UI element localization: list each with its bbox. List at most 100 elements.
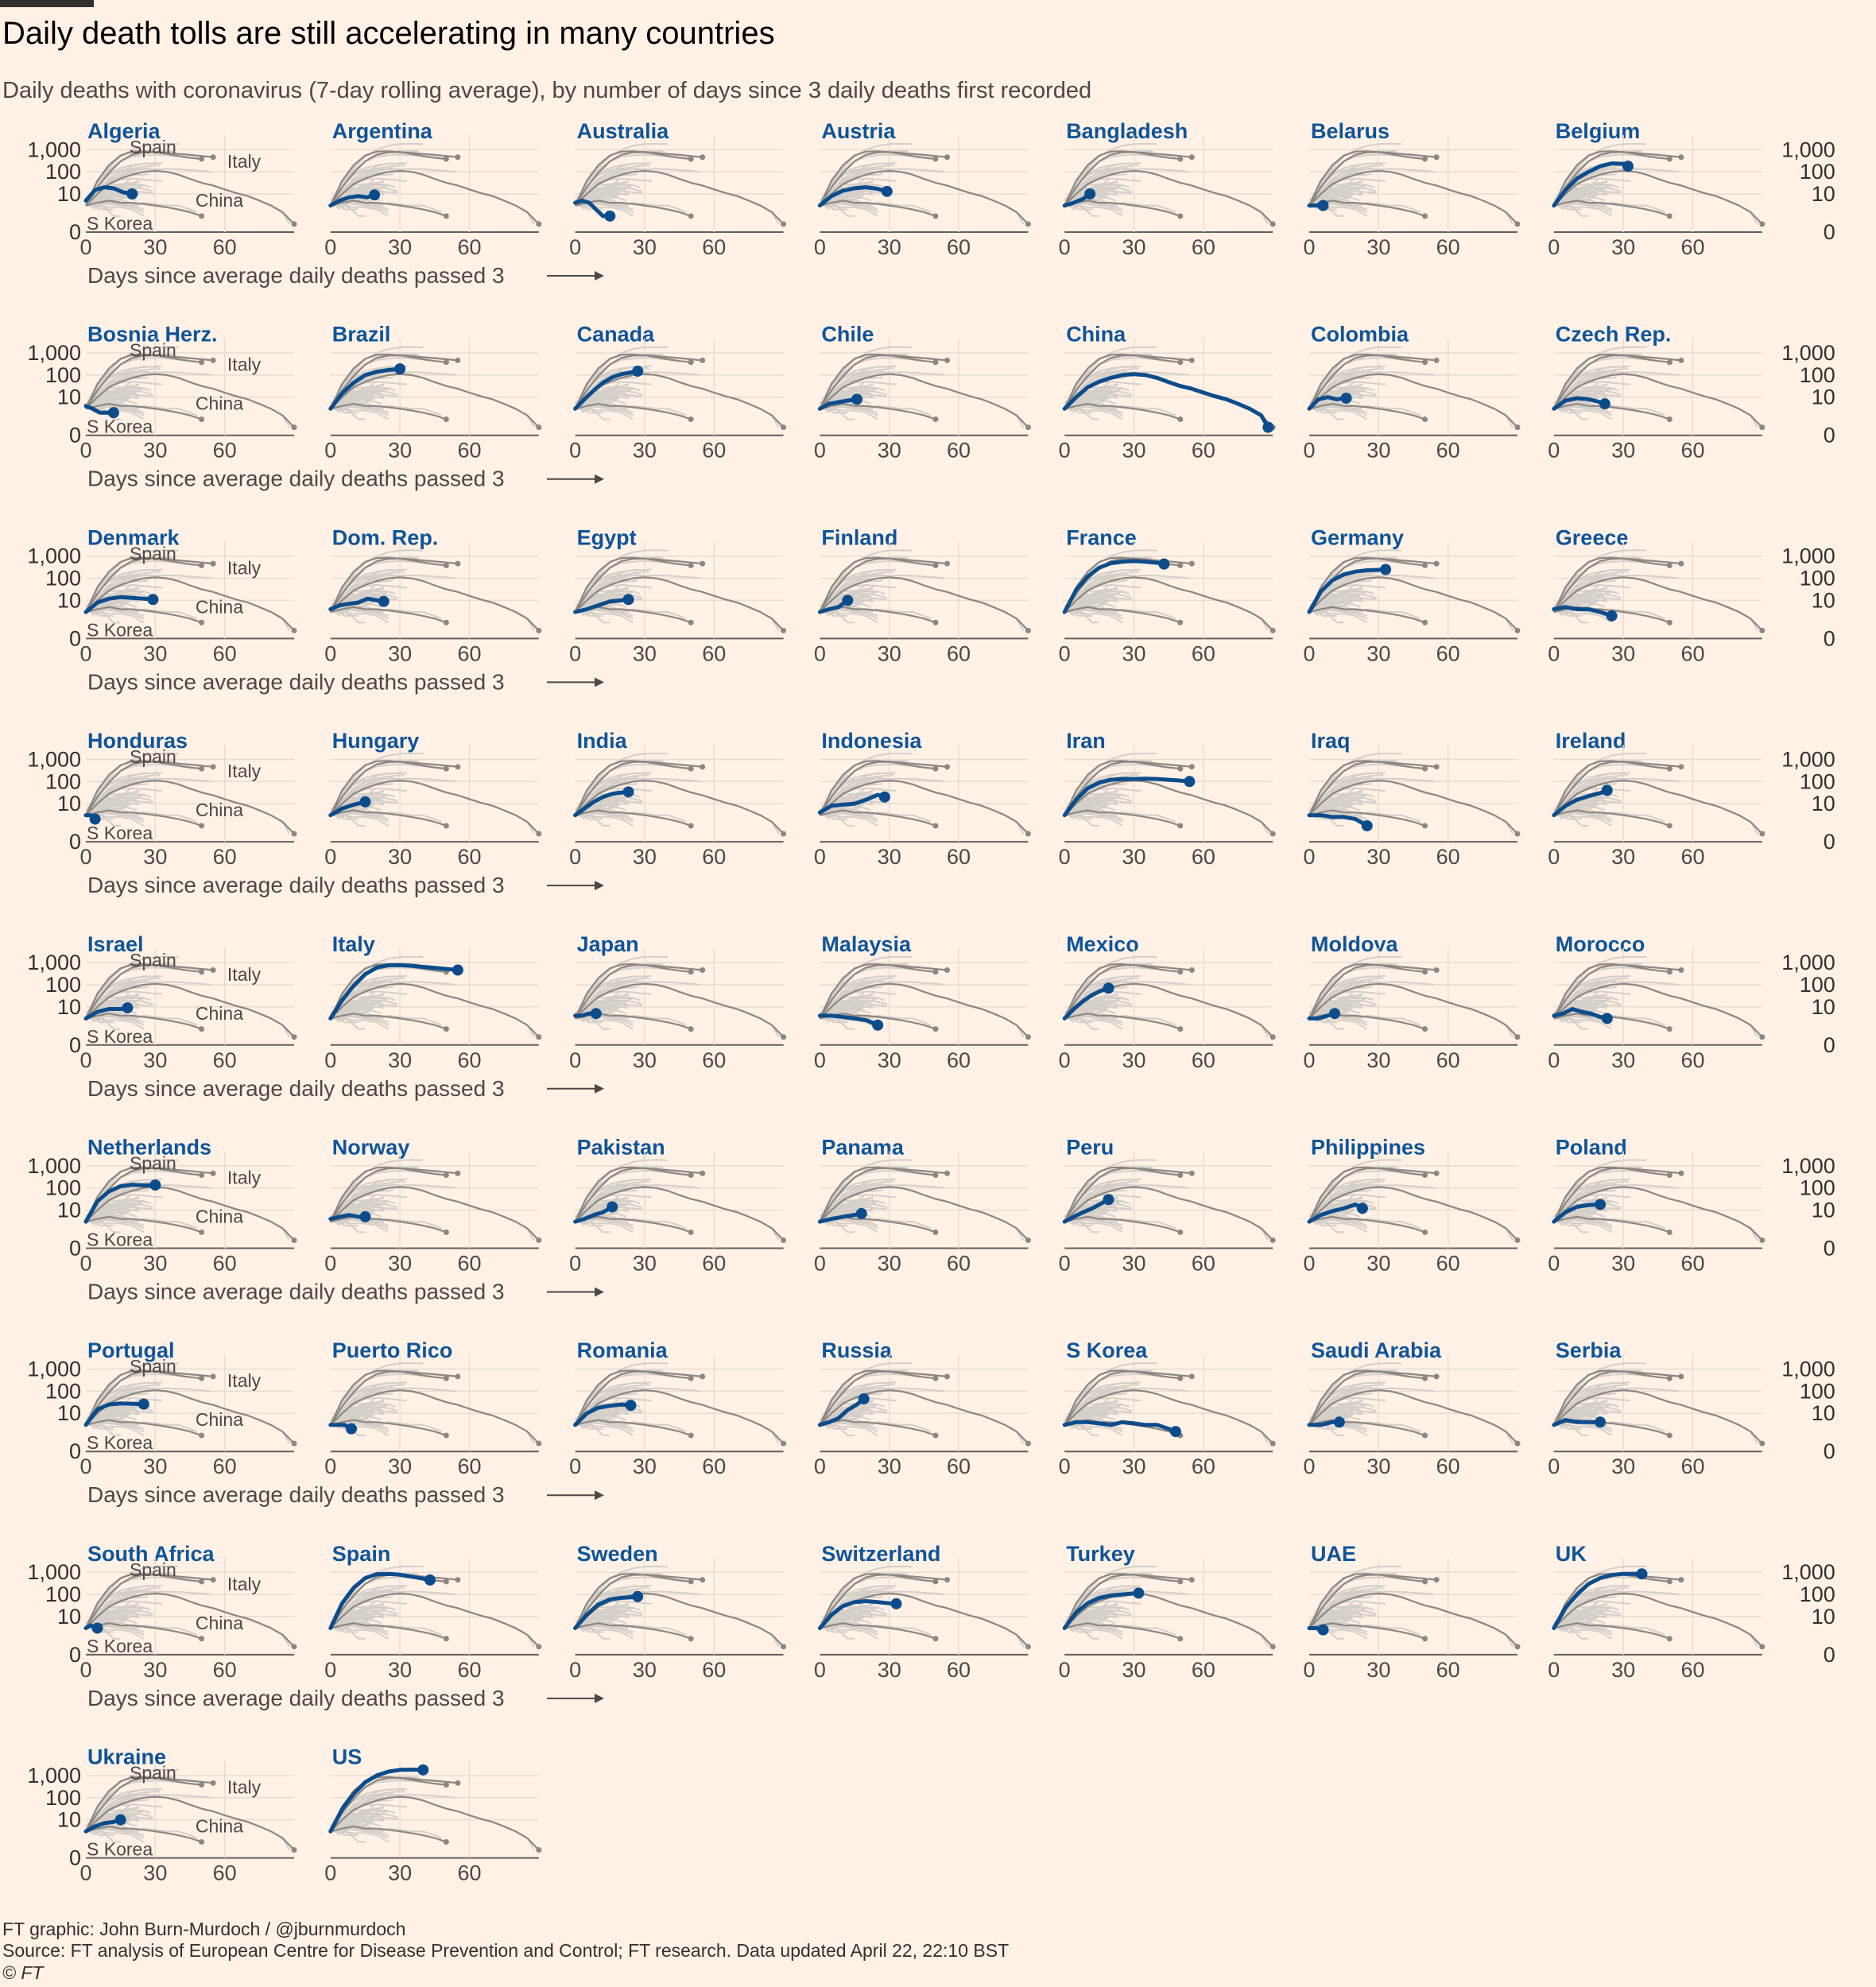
x-tick-label: 60 [1192, 439, 1215, 463]
reference-series-line [330, 402, 447, 420]
x-tick-label: 0 [79, 439, 91, 463]
reference-series-end-point [199, 1375, 205, 1381]
panel-title: Greece [1556, 525, 1629, 549]
reference-series-line [85, 1166, 202, 1222]
x-tick-label: 30 [1122, 1658, 1146, 1682]
reference-label-spain: Spain [130, 746, 176, 767]
x-tick-label: 30 [878, 1658, 901, 1682]
reference-series-end-point [1514, 424, 1521, 431]
reference-series-line [1308, 779, 1518, 835]
x-tick-label: 60 [947, 439, 971, 463]
background-series-line [1064, 1565, 1157, 1629]
panel-japan: Japan 0 30 60 [569, 932, 787, 1072]
background-series-line [85, 381, 163, 409]
background-series-line [1308, 187, 1356, 207]
reference-series-end-point [291, 1237, 297, 1243]
reference-series-line [820, 199, 936, 217]
footer-credit: FT graphic: John Burn-Murdoch / @jburnmu… [2, 1919, 406, 1939]
highlight-series-end-point [1601, 784, 1613, 796]
x-tick-label: 0 [1548, 1048, 1560, 1072]
panel-finland: Finland 0 30 60 [814, 525, 1031, 665]
reference-series-end-point [1422, 416, 1428, 423]
reference-label-italy: Italy [227, 557, 262, 578]
background-series-line [1064, 1407, 1111, 1426]
reference-series-end-point [1188, 357, 1195, 363]
reference-series-end-point [199, 969, 205, 975]
reference-series-end-point [688, 619, 694, 626]
reference-series-line [1308, 1166, 1425, 1222]
panel-peru: Peru 0 30 60 [1059, 1136, 1276, 1276]
highlight-series-end-point [424, 1574, 436, 1586]
background-series-line [1552, 142, 1647, 207]
x-tick-label: 0 [324, 641, 336, 665]
reference-series-line [329, 1369, 447, 1426]
x-tick-label: 0 [1548, 845, 1560, 869]
background-series-line [1064, 346, 1157, 409]
reference-series-end-point [688, 416, 694, 423]
reference-series-end-point [1666, 823, 1673, 829]
x-tick-label: 60 [947, 1048, 971, 1072]
reference-series-line [1308, 760, 1425, 816]
reference-series-line [1308, 169, 1518, 225]
reference-series-line [1064, 1622, 1181, 1640]
background-series-line [330, 1194, 407, 1222]
x-tick-label: 30 [633, 845, 657, 869]
reference-series-line [85, 1215, 202, 1234]
x-tick-label: 30 [878, 1048, 901, 1072]
x-tick-label: 60 [457, 641, 481, 665]
panel-panama: Panama 0 30 60 [814, 1136, 1031, 1276]
background-series-line [1553, 1609, 1601, 1629]
reference-series-line [1308, 1389, 1518, 1444]
panel-title: UK [1556, 1542, 1587, 1566]
reference-series-line [1553, 1592, 1763, 1648]
highlight-series-end-point [890, 1598, 902, 1609]
background-series-line [85, 346, 179, 409]
background-series-line [1308, 177, 1386, 207]
x-tick-label: 30 [1611, 1454, 1635, 1478]
x-tick-label: 0 [324, 1252, 336, 1276]
highlight-series-line [83, 1183, 157, 1224]
reference-series-end-point [455, 1373, 461, 1380]
panel-puerto-rico: Puerto Rico 0 30 60 [324, 1338, 542, 1478]
background-series-line [1308, 1159, 1402, 1222]
reference-series-end-point [1025, 424, 1031, 431]
background-series-line [329, 955, 424, 1019]
reference-series-end-point [1177, 416, 1184, 423]
reference-series-end-point [1678, 967, 1684, 974]
x-tick-label: 60 [457, 1048, 481, 1072]
highlight-series-line [1062, 777, 1192, 818]
panel-title: Dom. Rep. [332, 525, 439, 549]
reference-series-end-point [1678, 764, 1684, 770]
panel-title: Portugal [87, 1338, 175, 1362]
reference-series-end-point [1422, 619, 1428, 626]
reference-series-line [819, 556, 936, 613]
x-tick-label: 60 [1680, 1252, 1704, 1276]
y-tick-label: 10 [57, 792, 81, 815]
x-tick-label: 0 [324, 1861, 336, 1885]
x-tick-label: 0 [1303, 845, 1315, 869]
y-tick-label: 100 [1800, 1582, 1835, 1606]
x-tick-label: 30 [1366, 1048, 1390, 1072]
reference-series-end-point [210, 764, 216, 770]
panel-china: China 0 30 60 [1059, 323, 1276, 463]
reference-series-line [1064, 1389, 1273, 1444]
background-series-line [1064, 1005, 1100, 1020]
reference-series-line [1308, 199, 1425, 217]
reference-series-line [85, 779, 295, 835]
y-tick-label: 1,000 [1781, 747, 1835, 771]
reference-series-end-point [443, 1782, 449, 1788]
reference-series-end-point [536, 627, 542, 633]
background-series-line [819, 142, 913, 207]
reference-series-line [1308, 1215, 1425, 1234]
reference-series-line [85, 1592, 295, 1648]
reference-series-end-point [1177, 823, 1184, 829]
highlight-series-line [1307, 813, 1370, 828]
reference-series-line [329, 150, 447, 207]
reference-series-end-point [210, 1577, 216, 1583]
background-series-line [1552, 549, 1647, 613]
reference-series-end-point [1514, 1034, 1521, 1040]
x-tick-label: 0 [79, 1861, 91, 1885]
background-series-line [1553, 990, 1630, 1020]
